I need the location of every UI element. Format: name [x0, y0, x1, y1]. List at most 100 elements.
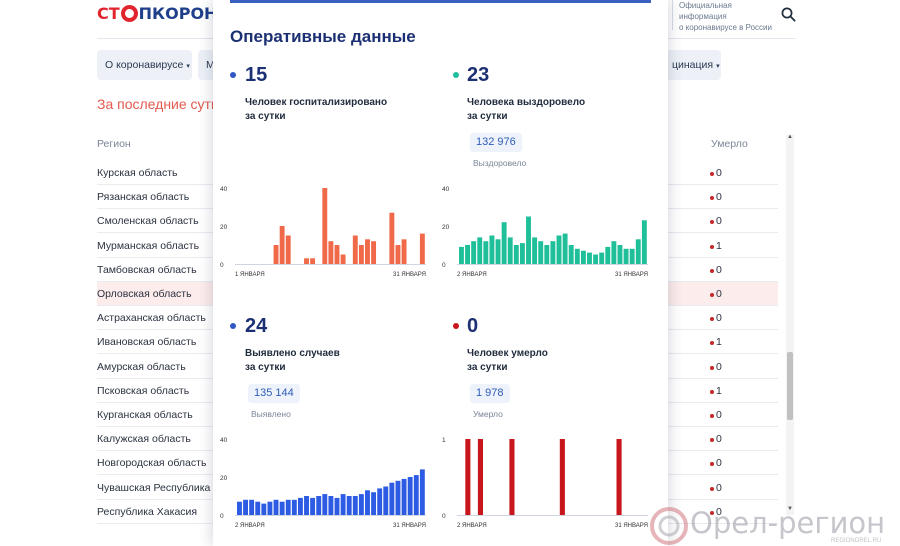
chart-bar[interactable]: [365, 239, 370, 264]
chart-bar[interactable]: [273, 245, 279, 264]
chart-bar[interactable]: [401, 478, 407, 515]
chart-bar[interactable]: [291, 499, 297, 515]
chart-bar[interactable]: [562, 233, 568, 264]
chart-bar[interactable]: [377, 488, 383, 515]
scrollbar-thumb[interactable]: [787, 352, 793, 420]
chart-bar[interactable]: [593, 254, 599, 265]
chart-bar[interactable]: [605, 246, 611, 264]
chart-bar[interactable]: [322, 494, 328, 515]
chart-bar[interactable]: [509, 439, 515, 515]
table-scrollbar[interactable]: [786, 135, 794, 515]
chart-bar[interactable]: [401, 239, 407, 264]
died-count: 1: [716, 384, 722, 397]
chart-bar[interactable]: [395, 480, 401, 515]
chart-bar[interactable]: [358, 494, 364, 515]
chart-bar[interactable]: [617, 245, 623, 264]
chart-bar[interactable]: [340, 254, 346, 265]
chart-bar[interactable]: [532, 237, 538, 264]
chart-bar[interactable]: [519, 243, 525, 264]
chart-bar[interactable]: [352, 496, 358, 515]
chart-bar[interactable]: [587, 252, 592, 264]
chart-bar[interactable]: [328, 496, 334, 515]
chart-bar[interactable]: [310, 258, 316, 264]
chart-bar[interactable]: [413, 475, 419, 515]
region-name: Орловская область: [97, 288, 192, 300]
chart-bar[interactable]: [371, 492, 377, 515]
chart-bar[interactable]: [641, 220, 647, 264]
chart-bar[interactable]: [538, 241, 544, 264]
chart-bar[interactable]: [279, 501, 285, 515]
chart-bar[interactable]: [501, 222, 507, 264]
chart-bar[interactable]: [322, 188, 328, 264]
chart-bar[interactable]: [629, 248, 635, 264]
chart-bar[interactable]: [346, 496, 352, 515]
chart-bar[interactable]: [635, 239, 641, 264]
column-header-died[interactable]: Умерло: [711, 138, 748, 150]
chart-bar[interactable]: [279, 226, 285, 264]
chart-bar[interactable]: [465, 439, 471, 515]
chart-bar[interactable]: [237, 501, 242, 515]
chart-bar[interactable]: [297, 497, 303, 515]
scroll-down-icon[interactable]: ▼: [787, 506, 793, 512]
chart-bar[interactable]: [580, 250, 586, 264]
chart-bar[interactable]: [616, 439, 622, 515]
chart-bar[interactable]: [544, 245, 550, 264]
y-tick-label: 20: [220, 475, 228, 482]
chart-bar[interactable]: [352, 235, 358, 265]
chart-bar[interactable]: [477, 237, 483, 264]
chart-bar[interactable]: [243, 499, 248, 515]
nav-vaccination[interactable]: цинация ▾: [662, 50, 721, 80]
chart-bar[interactable]: [419, 233, 425, 264]
chart-bar[interactable]: [358, 245, 364, 264]
chart-bar[interactable]: [334, 497, 340, 515]
chart-bar[interactable]: [556, 235, 562, 265]
stat-dot-cases: [230, 323, 236, 329]
chart-bar[interactable]: [550, 241, 556, 264]
chart-bar[interactable]: [285, 235, 291, 265]
chart-bar[interactable]: [623, 248, 629, 264]
stat-value-hospitalized: 15: [245, 64, 268, 86]
chart-bar[interactable]: [483, 241, 489, 264]
chart-bar[interactable]: [574, 248, 580, 264]
search-icon[interactable]: [781, 7, 796, 22]
x-end-label: 31 ЯНВАРЯ: [615, 272, 648, 278]
chart-bar[interactable]: [273, 499, 279, 515]
chart-bar[interactable]: [495, 239, 501, 264]
chart-bar[interactable]: [459, 246, 464, 264]
chart-bar[interactable]: [383, 486, 389, 516]
chart-bar[interactable]: [255, 501, 261, 515]
column-header-region[interactable]: Регион: [97, 138, 131, 150]
chart-bar[interactable]: [285, 499, 291, 515]
chart-bar[interactable]: [261, 503, 267, 515]
chart-bar[interactable]: [507, 237, 513, 264]
chart-bar[interactable]: [513, 245, 519, 264]
chart-bar[interactable]: [611, 241, 617, 264]
chart-bar[interactable]: [340, 494, 346, 515]
chart-bar[interactable]: [249, 499, 255, 515]
chart-bar[interactable]: [395, 245, 401, 264]
chart-bar[interactable]: [365, 490, 370, 515]
chart-bar[interactable]: [304, 496, 309, 515]
scroll-up-icon[interactable]: ▲: [787, 134, 793, 140]
chart-bar[interactable]: [526, 216, 531, 265]
chart-bar[interactable]: [389, 482, 395, 515]
chart-bar[interactable]: [568, 245, 574, 264]
chart-bar[interactable]: [477, 439, 483, 515]
chart-bar[interactable]: [304, 258, 309, 264]
chart-bar[interactable]: [489, 235, 495, 265]
chart-bar[interactable]: [471, 241, 477, 264]
chart-bar[interactable]: [419, 469, 425, 515]
chart-bar[interactable]: [328, 241, 334, 264]
chart-bar[interactable]: [371, 241, 377, 264]
chart-bar[interactable]: [334, 245, 340, 264]
chart-bar[interactable]: [267, 501, 273, 515]
chart-bar[interactable]: [389, 212, 395, 264]
chart-bar[interactable]: [465, 245, 470, 264]
chart-bar[interactable]: [310, 497, 316, 515]
chart-bar[interactable]: [559, 439, 565, 515]
chart-bar[interactable]: [316, 496, 322, 515]
chart-bar[interactable]: [599, 252, 605, 264]
nav-about-coronavirus[interactable]: О коронавирусе ▾: [97, 50, 192, 80]
y-tick-label: 40: [442, 186, 450, 193]
chart-bar[interactable]: [407, 477, 413, 515]
